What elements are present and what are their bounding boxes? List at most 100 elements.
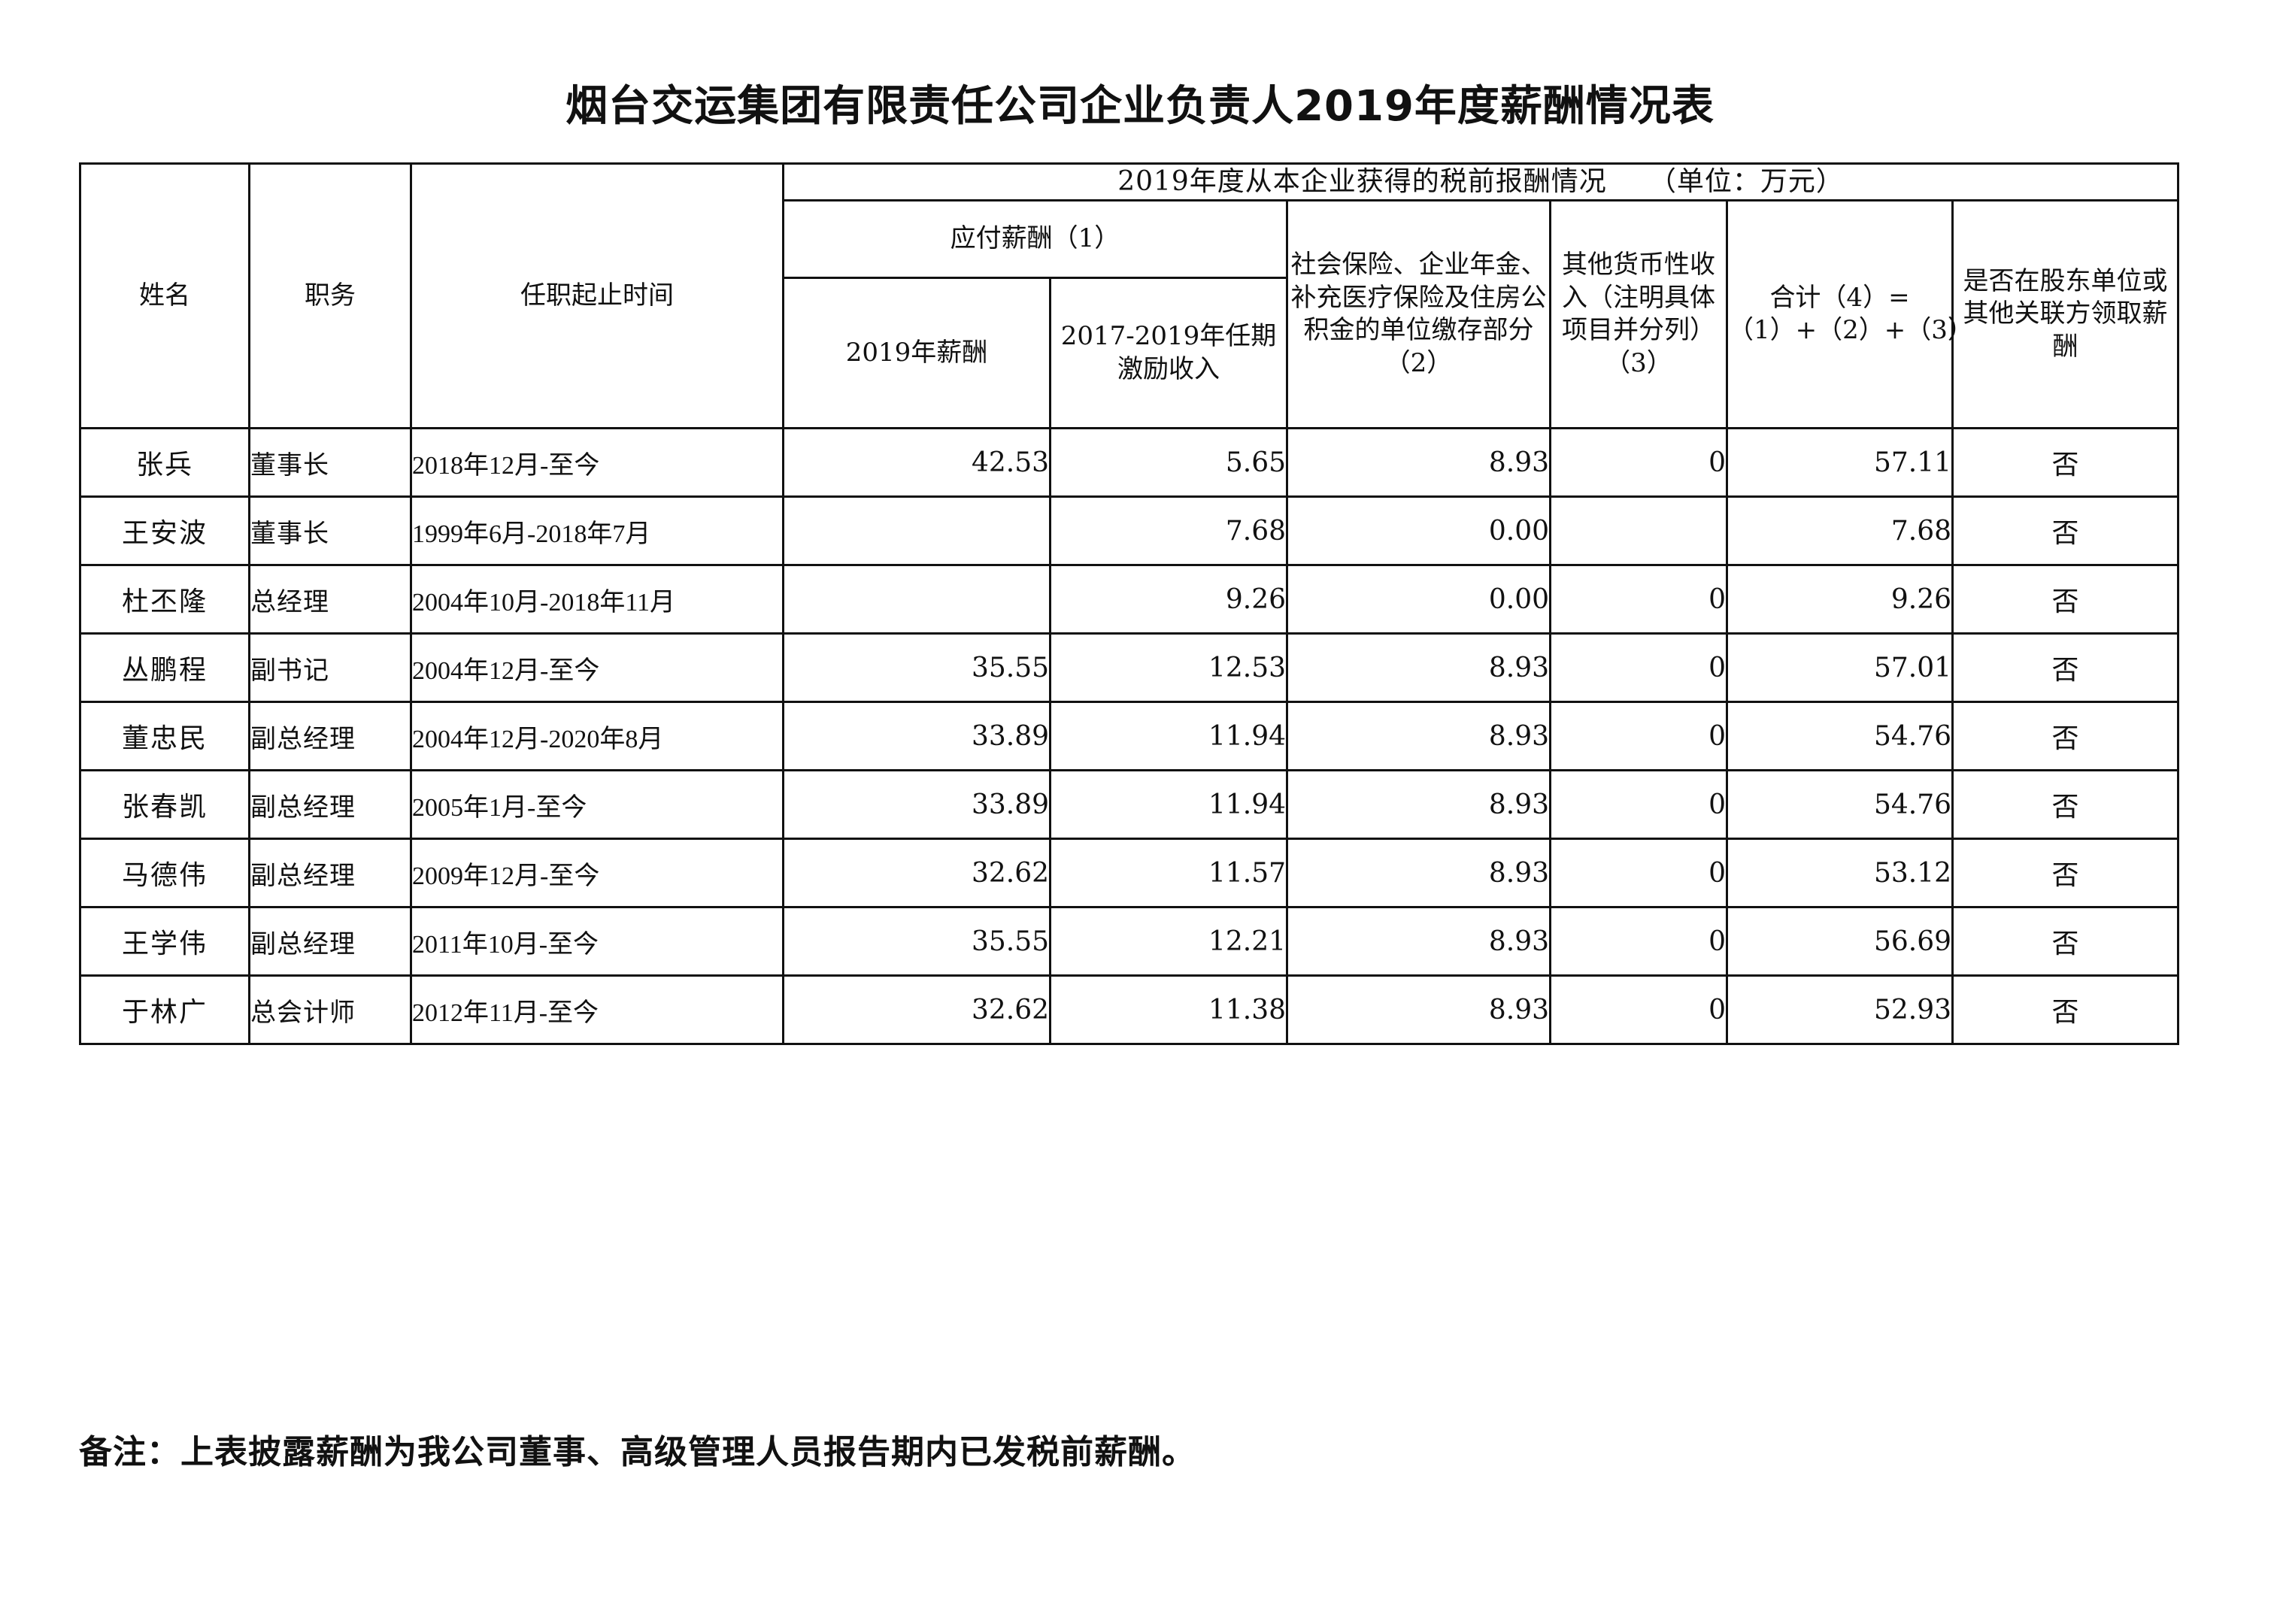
cell-tenure: 2004年12月-至今 xyxy=(410,632,784,704)
cell-position: 董事长 xyxy=(248,495,412,567)
cell-position: 副总经理 xyxy=(248,906,412,977)
cell-tenure: 2009年12月-至今 xyxy=(410,838,784,909)
cell-tenure: 2005年1月-至今 xyxy=(410,769,784,841)
cell-tenure: 2004年10月-2018年11月 xyxy=(410,564,784,635)
cell-position: 总会计师 xyxy=(248,974,412,1046)
cell-position: 副总经理 xyxy=(248,701,412,772)
table-row: 张兵 董事长 2018年12月-至今 42.53 5.65 8.93 0 57.11 否 xyxy=(79,427,2180,498)
cell-other-monetary: 0 xyxy=(1549,564,1728,635)
cell-total: 54.76 xyxy=(1726,701,1954,772)
cell-other-monetary: 0 xyxy=(1549,701,1728,772)
cell-social-insurance: 8.93 xyxy=(1286,632,1551,704)
cell-social-insurance: 8.93 xyxy=(1286,701,1551,772)
cell-name: 丛鹏程 xyxy=(79,632,250,704)
col-header-other-monetary: 其他货币性收入（注明具体项目并分列）（3） xyxy=(1549,199,1728,430)
cell-other-monetary: 0 xyxy=(1549,632,1728,704)
cell-incentive: 11.38 xyxy=(1049,974,1288,1046)
cell-salary-2019: 42.53 xyxy=(782,427,1051,498)
cell-total: 52.93 xyxy=(1726,974,1954,1046)
cell-tenure: 2018年12月-至今 xyxy=(410,427,784,498)
cell-name: 张春凯 xyxy=(79,769,250,841)
col-header-related-party: 是否在股东单位或其他关联方领取薪酬 xyxy=(1951,199,2180,430)
header-row-sub: 2019年薪酬 2017-2019年任期激励收入 xyxy=(80,277,2178,430)
table-row: 张春凯 副总经理 2005年1月-至今 33.89 11.94 8.93 0 54.76 否 xyxy=(79,769,2180,841)
col-header-pretax-group: 2019年度从本企业获得的税前报酬情况 （单位：万元） xyxy=(781,162,2180,202)
table-head: 姓名 职务 任职起止时间 2019年度从本企业获得的税前报酬情况 （单位：万元） … xyxy=(79,162,2180,430)
cell-position: 副总经理 xyxy=(248,769,412,841)
table-row: 马德伟 副总经理 2009年12月-至今 32.62 11.57 8.93 0 53.12 否 xyxy=(79,838,2180,909)
cell-related-party: 否 xyxy=(1951,564,2180,635)
cell-incentive: 11.94 xyxy=(1049,769,1288,841)
cell-other-monetary: 0 xyxy=(1549,427,1728,498)
cell-total: 56.69 xyxy=(1726,906,1954,977)
cell-name: 王安波 xyxy=(79,495,250,567)
table-row: 于林广 总会计师 2012年11月-至今 32.62 11.38 8.93 0 52.93 否 xyxy=(79,974,2180,1046)
table-body: 张兵 董事长 2018年12月-至今 42.53 5.65 8.93 0 57.11 否王安波董… xyxy=(79,427,2180,1046)
cell-position: 副书记 xyxy=(248,632,412,704)
cell-incentive: 11.94 xyxy=(1049,701,1288,772)
cell-salary-2019 xyxy=(782,564,1051,635)
cell-incentive: 5.65 xyxy=(1049,427,1288,498)
cell-related-party: 否 xyxy=(1951,495,2180,567)
cell-tenure: 1999年6月-2018年7月 xyxy=(410,495,784,567)
cell-total: 53.12 xyxy=(1726,838,1954,909)
cell-other-monetary xyxy=(1549,495,1728,567)
cell-salary-2019: 32.62 xyxy=(782,838,1051,909)
cell-social-insurance: 8.93 xyxy=(1286,427,1551,498)
cell-salary-2019: 35.55 xyxy=(782,906,1051,977)
header-row-payable: 应付薪酬（1） 社会保险、企业年金、补充医疗保险及住房公积金的单位缴存部分（2）… xyxy=(80,199,2180,430)
cell-related-party: 否 xyxy=(1951,769,2180,841)
cell-social-insurance: 0.00 xyxy=(1286,495,1551,567)
header-row-group: 姓名 职务 任职起止时间 2019年度从本企业获得的税前报酬情况 （单位：万元） xyxy=(79,162,2180,430)
cell-total: 57.01 xyxy=(1726,632,1954,704)
cell-position: 董事长 xyxy=(248,427,412,498)
salary-table: 姓名 职务 任职起止时间 2019年度从本企业获得的税前报酬情况 （单位：万元） … xyxy=(79,162,2180,1046)
cell-other-monetary: 0 xyxy=(1549,838,1728,909)
cell-other-monetary: 0 xyxy=(1549,769,1728,841)
cell-total: 9.26 xyxy=(1726,564,1954,635)
cell-related-party: 否 xyxy=(1951,838,2180,909)
cell-salary-2019: 32.62 xyxy=(782,974,1051,1046)
cell-related-party: 否 xyxy=(1951,906,2180,977)
pretax-group-unit: （单位：万元） xyxy=(1648,166,1844,197)
cell-total: 57.11 xyxy=(1726,427,1954,498)
cell-incentive: 12.21 xyxy=(1049,906,1288,977)
col-header-incentive: 2017-2019年任期激励收入 xyxy=(1049,277,1288,430)
cell-social-insurance: 8.93 xyxy=(1286,838,1551,909)
cell-position: 副总经理 xyxy=(248,838,412,909)
col-header-salary-2019: 2019年薪酬 xyxy=(782,277,1051,430)
cell-other-monetary: 0 xyxy=(1549,974,1728,1046)
cell-related-party: 否 xyxy=(1951,701,2180,772)
cell-social-insurance: 8.93 xyxy=(1286,974,1551,1046)
cell-total: 54.76 xyxy=(1726,769,1954,841)
cell-salary-2019: 35.55 xyxy=(782,632,1051,704)
cell-salary-2019: 33.89 xyxy=(782,701,1051,772)
table-row: 王学伟 副总经理 2011年10月-至今 35.55 12.21 8.93 0 56.69 否 xyxy=(79,906,2180,977)
cell-incentive: 7.68 xyxy=(1049,495,1288,567)
cell-incentive: 11.57 xyxy=(1049,838,1288,909)
cell-social-insurance: 8.93 xyxy=(1286,769,1551,841)
cell-name: 马德伟 xyxy=(79,838,250,909)
col-header-tenure: 任职起止时间 xyxy=(410,162,784,430)
col-header-social-insurance: 社会保险、企业年金、补充医疗保险及住房公积金的单位缴存部分（2） xyxy=(1286,199,1551,430)
cell-related-party: 否 xyxy=(1951,632,2180,704)
cell-salary-2019 xyxy=(782,495,1051,567)
table-row: 丛鹏程 副书记 2004年12月-至今 35.55 12.53 8.93 0 57.01 否 xyxy=(79,632,2180,704)
cell-name: 杜丕隆 xyxy=(79,564,250,635)
cell-name: 王学伟 xyxy=(79,906,250,977)
cell-tenure: 2012年11月-至今 xyxy=(410,974,784,1046)
cell-salary-2019: 33.89 xyxy=(782,769,1051,841)
footer-note: 备注：上表披露薪酬为我公司董事、高级管理人员报告期内已发税前薪酬。 xyxy=(79,1433,1196,1471)
cell-name: 董忠民 xyxy=(79,701,250,772)
col-header-name: 姓名 xyxy=(79,162,250,430)
table-row: 杜丕隆 总经理 2004年10月-2018年11月 9.26 0.00 0 9.26 否 xyxy=(79,564,2180,635)
col-header-payable: 应付薪酬（1） xyxy=(782,199,1288,280)
cell-name: 张兵 xyxy=(79,427,250,498)
col-header-total: 合计（4）=（1）+（2）+（3） xyxy=(1726,199,1973,430)
cell-related-party: 否 xyxy=(1951,974,2180,1046)
pretax-group-label: 2019年度从本企业获得的税前报酬情况 xyxy=(1117,166,1607,197)
cell-social-insurance: 8.93 xyxy=(1286,906,1551,977)
cell-other-monetary: 0 xyxy=(1549,906,1728,977)
cell-incentive: 9.26 xyxy=(1049,564,1288,635)
